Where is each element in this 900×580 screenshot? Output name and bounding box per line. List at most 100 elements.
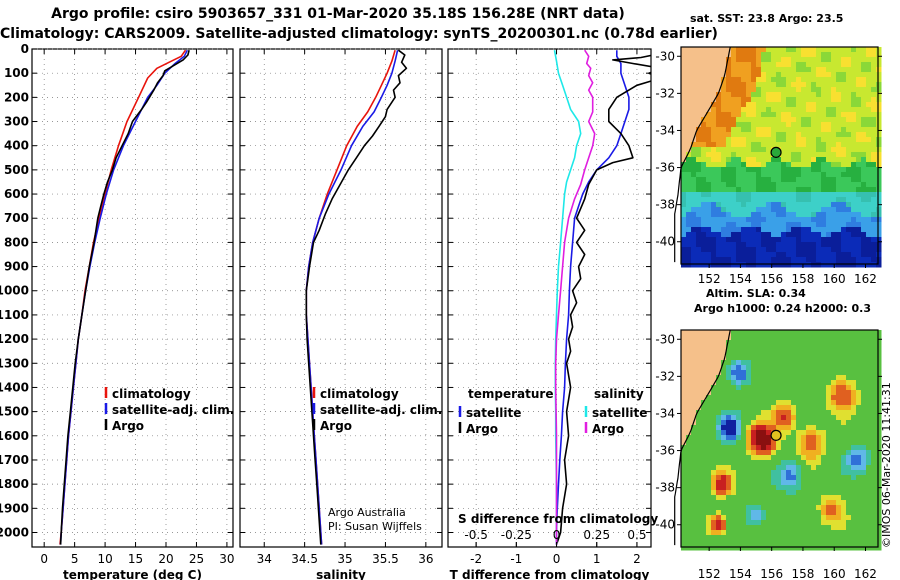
map-cell: [766, 375, 772, 381]
map-cell: [761, 365, 767, 371]
map-cell: [776, 252, 782, 258]
map-cell: [696, 495, 702, 501]
map-cell: [871, 540, 877, 546]
map-cell: [856, 470, 862, 476]
map-cell: [826, 545, 832, 551]
map-cell: [831, 87, 837, 93]
map-cell: [851, 57, 857, 63]
map-cell: [801, 510, 807, 516]
map-cell: [746, 465, 752, 471]
map-cell: [756, 460, 762, 466]
map-cell: [736, 430, 742, 436]
map-cell: [781, 62, 787, 68]
map-cell: [846, 470, 852, 476]
map-cell: [841, 252, 847, 258]
map-cell: [781, 540, 787, 546]
map-cell: [856, 92, 862, 98]
map-cell: [691, 217, 697, 223]
map-cell: [876, 92, 882, 98]
sst-map-header: sat. SST: 23.8 Argo: 23.5: [690, 12, 844, 25]
map-cell: [751, 182, 757, 188]
map-cell: [756, 375, 762, 381]
map-cell: [711, 177, 717, 183]
map-cell: [791, 455, 797, 461]
map-cell: [856, 540, 862, 546]
map-cell: [711, 72, 717, 78]
map-cell: [856, 147, 862, 153]
map-cell: [761, 470, 767, 476]
map-cell: [681, 525, 687, 531]
map-cell: [841, 262, 847, 268]
map-cell: [711, 242, 717, 248]
map-cell: [741, 107, 747, 113]
map-cell: [701, 505, 707, 511]
map-cell: [771, 330, 777, 336]
map-cell: [761, 62, 767, 68]
map-cell: [726, 500, 732, 506]
map-cell: [876, 470, 882, 476]
map-cell: [786, 475, 792, 481]
map-cell: [721, 172, 727, 178]
map-cell: [741, 440, 747, 446]
map-cell: [861, 162, 867, 168]
map-cell: [731, 207, 737, 213]
map-cell: [766, 505, 772, 511]
profile-panel-3: [447, 48, 652, 548]
map-cell: [696, 520, 702, 526]
map-cell: [841, 335, 847, 341]
map-cell: [826, 410, 832, 416]
map-cell: [706, 167, 712, 173]
map-cell: [716, 197, 722, 203]
map-cell: [876, 132, 882, 138]
map-cell: [786, 410, 792, 416]
map-cell: [866, 470, 872, 476]
map-cell: [776, 102, 782, 108]
map-cell: [826, 142, 832, 148]
map-cell: [776, 370, 782, 376]
map-cell: [786, 540, 792, 546]
map-cell: [751, 77, 757, 83]
map-cell: [691, 480, 697, 486]
map-cell: [686, 127, 692, 133]
map-cell: [761, 435, 767, 441]
map-cell: [821, 127, 827, 133]
map-cell: [786, 455, 792, 461]
map-cell: [786, 57, 792, 63]
map-cell: [746, 197, 752, 203]
map-cell: [876, 515, 882, 521]
map-cell: [686, 495, 692, 501]
map-cell: [806, 87, 812, 93]
map-cell: [751, 525, 757, 531]
map-cell: [861, 520, 867, 526]
map-cell: [856, 395, 862, 401]
map-cell: [756, 47, 762, 53]
map-cell: [751, 87, 757, 93]
map-cell: [856, 530, 862, 536]
map-cell: [791, 430, 797, 436]
map-cell: [876, 450, 882, 456]
map-cell: [716, 535, 722, 541]
map-cell: [826, 202, 832, 208]
map-cell: [871, 445, 877, 451]
map-cell: [746, 405, 752, 411]
map-cell: [861, 112, 867, 118]
map-cell: [736, 465, 742, 471]
map-cell: [866, 57, 872, 63]
map-cell: [701, 47, 707, 53]
lon-tick-label: 162: [854, 567, 877, 580]
map-cell: [841, 445, 847, 451]
map-cell: [746, 360, 752, 366]
map-cell: [796, 335, 802, 341]
panel-frame: [447, 48, 652, 548]
map-cell: [781, 330, 787, 336]
map-cell: [686, 545, 692, 551]
map-cell: [816, 262, 822, 268]
map-cell: [821, 520, 827, 526]
map-cell: [861, 340, 867, 346]
map-cell: [791, 172, 797, 178]
map-cell: [821, 122, 827, 128]
map-cell: [771, 87, 777, 93]
map-cell: [751, 62, 757, 68]
map-cell: [861, 530, 867, 536]
series-line-temperature-satellite: [555, 50, 630, 545]
